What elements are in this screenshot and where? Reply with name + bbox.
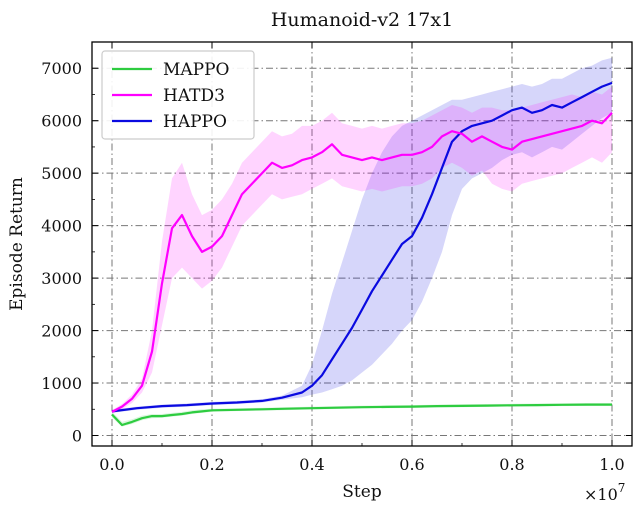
- chart-title: Humanoid-v2 17x1: [271, 9, 453, 31]
- x-tick-label: 0.8: [499, 455, 524, 474]
- series-lines: [111, 81, 613, 427]
- x-tick-label: 0.4: [299, 455, 324, 474]
- y-tick-label: 2000: [41, 322, 82, 341]
- legend-label-mappo: MAPPO: [163, 60, 230, 80]
- x-tick-label: 0.2: [199, 455, 224, 474]
- x-tick-label: 1.0: [599, 455, 624, 474]
- legend: MAPPO HATD3 HAPPO: [101, 50, 255, 140]
- legend-label-happo: HAPPO: [163, 112, 227, 132]
- y-tick-label: 7000: [41, 59, 82, 78]
- x-tick-label: 0.0: [99, 455, 124, 474]
- y-tick-label: 0: [72, 427, 82, 446]
- x-scale-exponent: 7: [618, 481, 626, 495]
- x-axis: 0.0 0.2 0.4 0.6 0.8 1.0: [99, 42, 625, 474]
- series-line-hatd3: [111, 112, 613, 413]
- x-tick-label: 0.6: [399, 455, 424, 474]
- series-line-happo: [111, 81, 613, 413]
- x-scale-factor: ×107: [584, 481, 625, 504]
- y-tick-label: 6000: [41, 112, 82, 131]
- x-axis-label: Step: [342, 482, 382, 502]
- band-happo: [112, 57, 612, 413]
- legend-box: [101, 50, 255, 140]
- y-tick-label: 4000: [41, 217, 82, 236]
- y-axis: 0 1000 2000 3000 4000 5000 6000 7000: [41, 59, 632, 446]
- y-tick-label: 3000: [41, 269, 82, 288]
- x-scale-base: ×10: [584, 485, 618, 504]
- y-tick-label: 1000: [41, 374, 82, 393]
- legend-label-hatd3: HATD3: [163, 86, 225, 106]
- band-hatd3: [112, 86, 612, 414]
- y-axis-label: Episode Return: [7, 177, 27, 311]
- series-line-mappo: [111, 403, 612, 427]
- y-tick-label: 5000: [41, 164, 82, 183]
